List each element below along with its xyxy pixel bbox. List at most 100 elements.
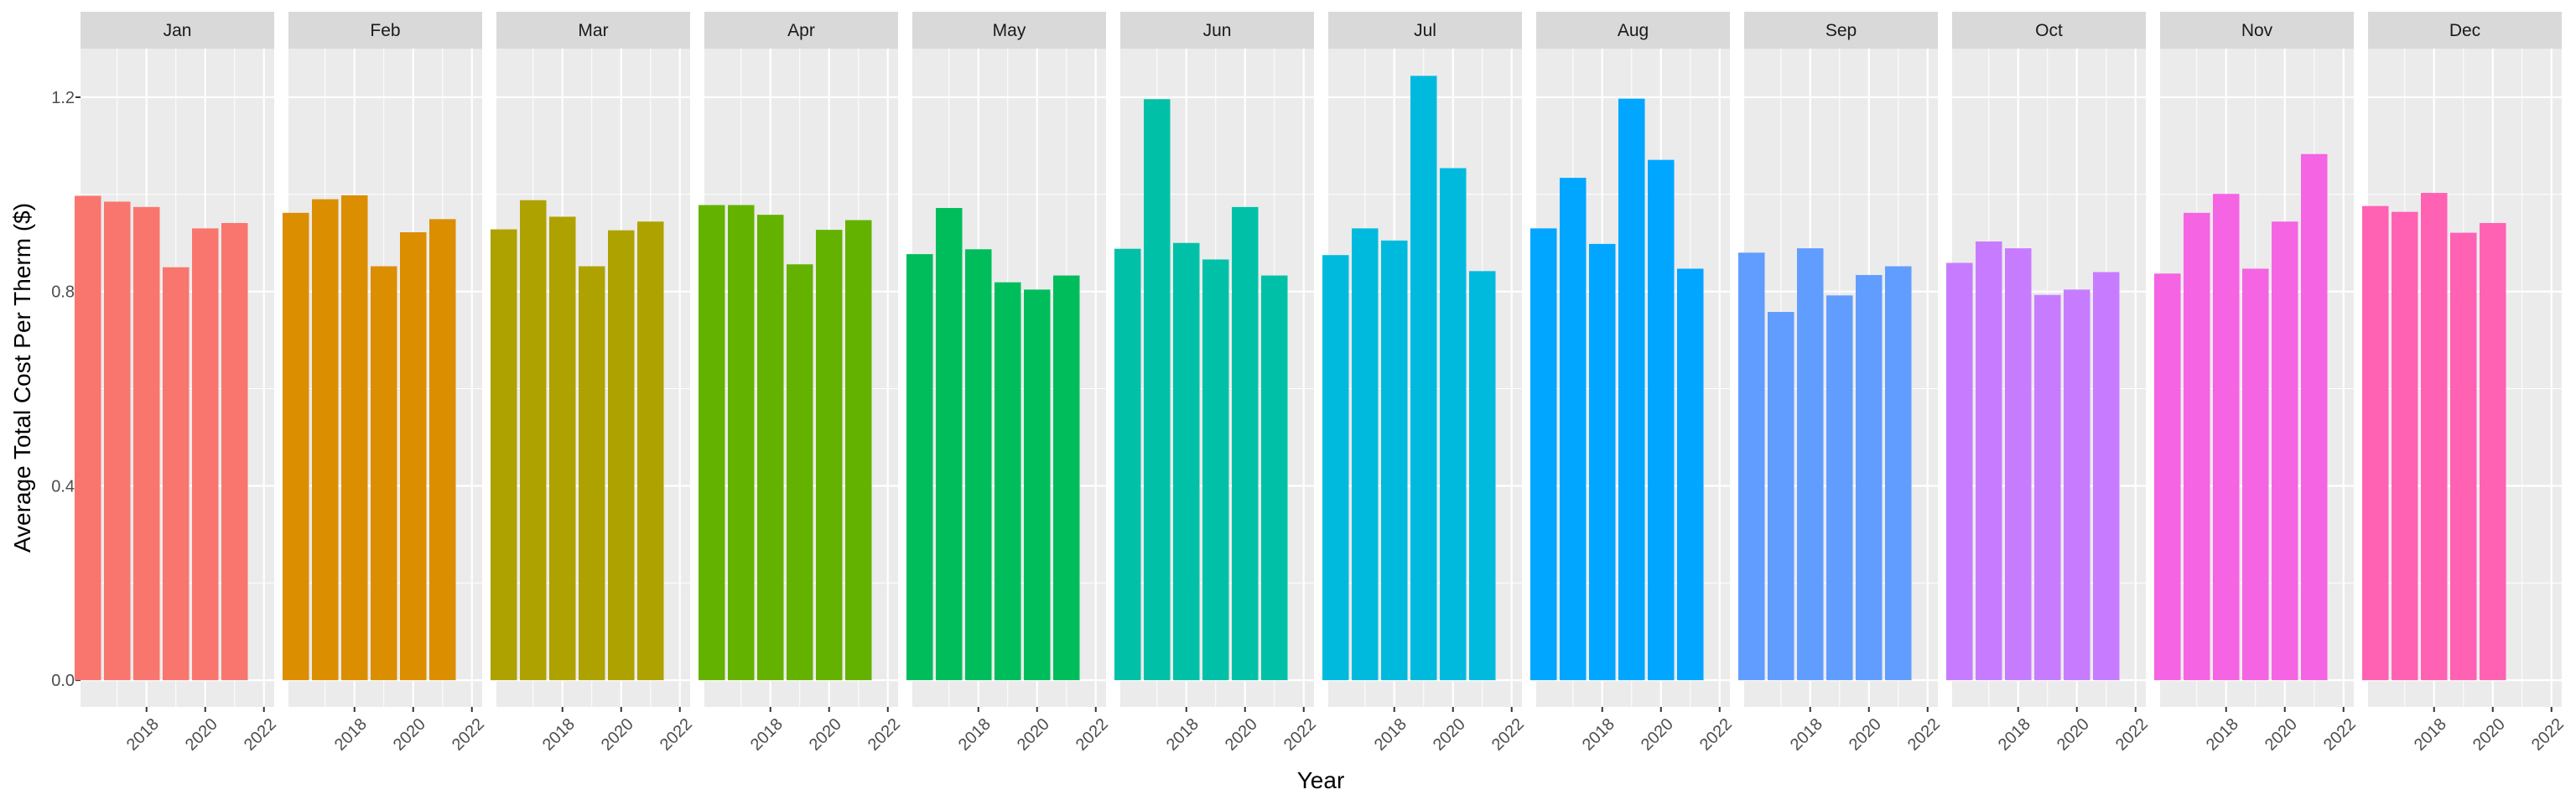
bar-feb-2019 bbox=[371, 266, 397, 681]
bar-jun-2021 bbox=[1261, 275, 1288, 681]
x-tick-label: 2018 bbox=[1371, 715, 1410, 755]
bar-sep-2020 bbox=[1856, 274, 1883, 681]
bar-jan-2019 bbox=[163, 267, 190, 681]
y-tick-label: 0.4 bbox=[51, 477, 75, 496]
bar-sep-2019 bbox=[1826, 295, 1853, 681]
bar-dec-2018 bbox=[2421, 193, 2448, 681]
facet-strip-label: May bbox=[993, 21, 1026, 40]
bar-jun-2018 bbox=[1173, 242, 1200, 681]
facet-strip bbox=[912, 12, 1106, 49]
y-tick-label: 0.8 bbox=[51, 283, 75, 302]
facet-strip bbox=[1952, 12, 2146, 49]
bar-nov-2017 bbox=[2184, 212, 2210, 681]
x-tick-label: 2020 bbox=[2054, 715, 2093, 755]
y-axis-title: Average Total Cost Per Therm ($) bbox=[9, 203, 35, 553]
x-tick-label: 2022 bbox=[2112, 715, 2152, 755]
facet-strip bbox=[2368, 12, 2562, 49]
bar-apr-2021 bbox=[845, 220, 872, 681]
bar-jun-2019 bbox=[1202, 259, 1229, 681]
facet-strip-label: Mar bbox=[578, 21, 608, 40]
bar-sep-2017 bbox=[1768, 312, 1794, 681]
bar-aug-2018 bbox=[1589, 243, 1616, 681]
bar-jul-2019 bbox=[1410, 75, 1437, 681]
x-tick-label: 2022 bbox=[241, 715, 280, 755]
bar-jan-2021 bbox=[221, 222, 248, 681]
facet-panel-jan: Jan 2018 2020 2022 bbox=[75, 12, 280, 755]
bar-apr-2016 bbox=[699, 205, 725, 681]
x-tick-label: 2020 bbox=[1846, 715, 1885, 755]
facet-panel-mar: Mar 2018 2020 2022 bbox=[491, 12, 696, 755]
bar-may-2020 bbox=[1024, 289, 1051, 681]
bar-apr-2018 bbox=[757, 215, 784, 681]
facet-panel-sep: Sep 2018 2020 2022 bbox=[1738, 12, 1944, 755]
x-tick-label: 2020 bbox=[390, 715, 429, 755]
bar-aug-2020 bbox=[1648, 159, 1675, 681]
facet-strip-label: Dec bbox=[2449, 21, 2480, 40]
x-tick-label: 2018 bbox=[2203, 715, 2242, 755]
bar-nov-2019 bbox=[2242, 268, 2269, 681]
bar-feb-2020 bbox=[400, 231, 427, 681]
x-tick-label: 2020 bbox=[1638, 715, 1677, 755]
bar-jun-2020 bbox=[1232, 206, 1259, 681]
bar-jan-2017 bbox=[104, 201, 131, 681]
x-tick-label: 2018 bbox=[1787, 715, 1826, 755]
bar-jul-2016 bbox=[1322, 255, 1349, 681]
facet-panel-may: May 2018 2020 2022 bbox=[906, 12, 1112, 755]
bar-jan-2016 bbox=[75, 195, 101, 681]
x-tick-label: 2020 bbox=[2470, 715, 2509, 755]
bar-dec-2017 bbox=[2392, 211, 2418, 681]
bar-apr-2017 bbox=[728, 205, 755, 681]
facet-strip bbox=[80, 12, 274, 49]
facet-panel-nov: Nov 2018 2020 2022 bbox=[2154, 12, 2360, 755]
bar-oct-2016 bbox=[1946, 262, 1973, 681]
facet-strip bbox=[1536, 12, 1730, 49]
bar-mar-2021 bbox=[637, 221, 664, 681]
x-tick-label: 2018 bbox=[123, 715, 163, 755]
facet-strip bbox=[1328, 12, 1522, 49]
x-tick-label: 2020 bbox=[2262, 715, 2301, 755]
facet-strip bbox=[704, 12, 898, 49]
bar-apr-2019 bbox=[787, 264, 813, 681]
bar-feb-2016 bbox=[283, 212, 309, 681]
facet-panel-oct: Oct 2018 2020 2022 bbox=[1946, 12, 2152, 755]
facet-panel-jul: Jul 2018 2020 2022 bbox=[1322, 12, 1528, 755]
facet-strip-label: Nov bbox=[2241, 21, 2273, 40]
facet-strip bbox=[1120, 12, 1314, 49]
bar-oct-2020 bbox=[2064, 289, 2090, 681]
bar-sep-2021 bbox=[1885, 266, 1912, 681]
facet-strip-label: Feb bbox=[370, 21, 400, 40]
x-tick-label: 2022 bbox=[1488, 715, 1528, 755]
bar-jul-2020 bbox=[1440, 168, 1467, 681]
x-tick-label: 2018 bbox=[747, 715, 787, 755]
x-tick-label: 2022 bbox=[2320, 715, 2360, 755]
bar-oct-2019 bbox=[2034, 294, 2061, 681]
bar-oct-2017 bbox=[1976, 241, 2002, 681]
bar-mar-2020 bbox=[608, 230, 635, 681]
x-tick-label: 2018 bbox=[2411, 715, 2450, 755]
facet-strip bbox=[288, 12, 482, 49]
bar-apr-2020 bbox=[816, 230, 843, 681]
bar-mar-2019 bbox=[579, 266, 605, 681]
bar-dec-2016 bbox=[2362, 205, 2389, 681]
bar-sep-2016 bbox=[1738, 252, 1765, 681]
y-tick-label: 0.0 bbox=[51, 672, 75, 690]
bar-aug-2019 bbox=[1618, 98, 1645, 681]
bar-nov-2018 bbox=[2213, 194, 2240, 681]
facet-strip-label: Jun bbox=[1203, 21, 1232, 40]
bar-may-2021 bbox=[1053, 275, 1080, 681]
x-tick-label: 2020 bbox=[806, 715, 845, 755]
bar-aug-2021 bbox=[1677, 268, 1704, 681]
x-tick-label: 2022 bbox=[449, 715, 488, 755]
facet-panel-jun: Jun 2018 2020 2022 bbox=[1114, 12, 1320, 755]
bar-aug-2017 bbox=[1560, 178, 1587, 681]
facet-strip bbox=[2160, 12, 2354, 49]
bar-jul-2017 bbox=[1352, 228, 1379, 681]
bar-may-2019 bbox=[995, 282, 1021, 681]
bar-mar-2016 bbox=[491, 229, 517, 681]
x-tick-label: 2022 bbox=[865, 715, 904, 755]
facet-panel-apr: Apr 2018 2020 2022 bbox=[699, 12, 904, 755]
facet-panel-feb: Feb 2018 2020 2022 bbox=[283, 12, 488, 755]
x-tick-label: 2022 bbox=[1904, 715, 1944, 755]
